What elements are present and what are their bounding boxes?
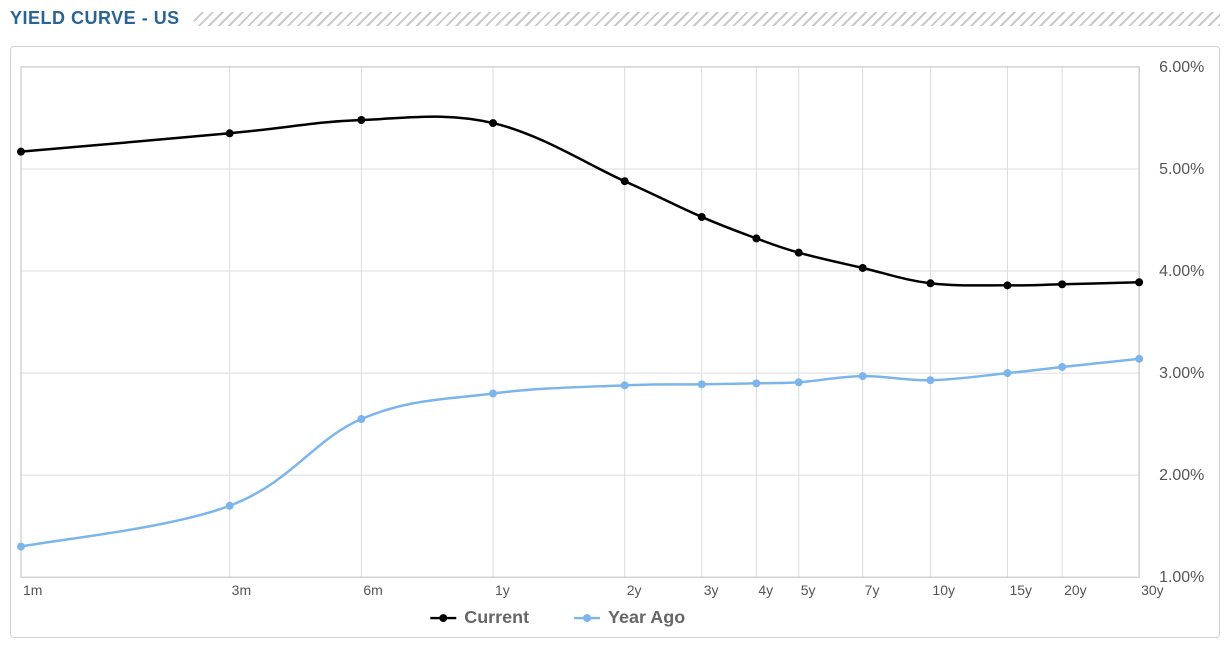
title-decoration: [194, 12, 1220, 26]
data-point: [795, 378, 803, 386]
data-point: [17, 543, 25, 551]
data-point: [17, 148, 25, 156]
svg-text:30y: 30y: [1141, 582, 1164, 598]
svg-text:4y: 4y: [758, 582, 773, 598]
data-point: [1135, 355, 1143, 363]
svg-text:2.00%: 2.00%: [1159, 467, 1204, 484]
data-point: [357, 415, 365, 423]
chart-area: 1.00% 2.00% 3.00% 4.00% 5.00% 6.00% 1m 3m 6m 1y 2y…: [10, 46, 1220, 638]
data-point: [226, 129, 234, 137]
data-point: [1003, 369, 1011, 377]
data-point: [859, 372, 867, 380]
data-point: [752, 234, 760, 242]
data-point: [859, 264, 867, 272]
data-point: [926, 279, 934, 287]
svg-text:10y: 10y: [932, 582, 955, 598]
chart-container: YIELD CURVE - US 1.00% 2.00% 3.00% 4.00% 5.0…: [0, 0, 1230, 648]
svg-text:1m: 1m: [23, 582, 42, 598]
data-point: [698, 213, 706, 221]
svg-text:3m: 3m: [232, 582, 251, 598]
data-point: [1135, 278, 1143, 286]
svg-text:3y: 3y: [704, 582, 719, 598]
data-point: [752, 379, 760, 387]
data-point: [621, 381, 629, 389]
data-point: [1003, 281, 1011, 289]
legend-label: Year Ago: [608, 607, 685, 627]
svg-text:6.00%: 6.00%: [1159, 59, 1204, 76]
svg-text:5y: 5y: [801, 582, 816, 598]
svg-text:1.00%: 1.00%: [1159, 569, 1204, 586]
svg-text:15y: 15y: [1009, 582, 1032, 598]
svg-text:1y: 1y: [495, 582, 510, 598]
title-row: YIELD CURVE - US: [0, 0, 1230, 35]
data-point: [926, 376, 934, 384]
chart-svg: 1.00% 2.00% 3.00% 4.00% 5.00% 6.00% 1m 3m 6m 1y 2y…: [11, 47, 1219, 637]
svg-text:3.00%: 3.00%: [1159, 365, 1204, 382]
data-point: [489, 390, 497, 398]
data-point: [621, 177, 629, 185]
data-point: [795, 249, 803, 257]
data-point: [489, 119, 497, 127]
svg-text:2y: 2y: [627, 582, 642, 598]
svg-text:7y: 7y: [865, 582, 880, 598]
svg-text:5.00%: 5.00%: [1159, 161, 1204, 178]
data-point: [1058, 363, 1066, 371]
data-point: [357, 116, 365, 124]
chart-title: YIELD CURVE - US: [10, 8, 180, 29]
data-point: [1058, 280, 1066, 288]
svg-text:6m: 6m: [363, 582, 382, 598]
data-point: [698, 380, 706, 388]
data-point: [226, 502, 234, 510]
svg-text:20y: 20y: [1064, 582, 1087, 598]
svg-text:4.00%: 4.00%: [1159, 263, 1204, 280]
legend-label: Current: [464, 607, 529, 627]
